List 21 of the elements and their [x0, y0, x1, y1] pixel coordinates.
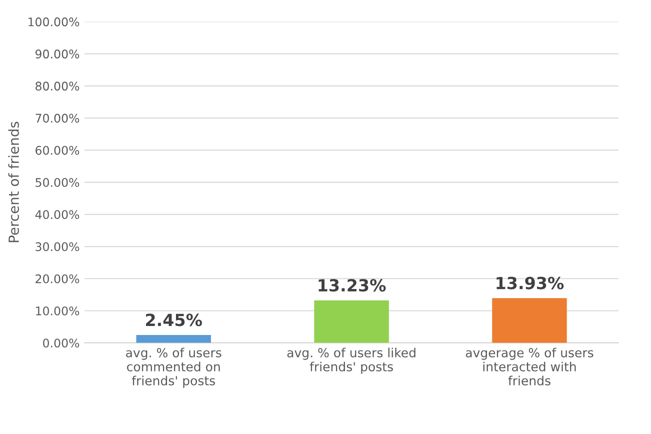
y-tick-label: 10.00%	[36, 306, 80, 316]
y-tick-label: 50.00%	[36, 178, 80, 187]
bar	[314, 300, 389, 343]
y-tick-label: 70.00%	[36, 114, 80, 123]
y-tick-label: 90.00%	[36, 50, 80, 58]
bar	[136, 334, 211, 343]
bar	[492, 298, 567, 343]
y-tick-label: 80.00%	[36, 82, 80, 91]
x-tick-label: avg. % of users liked friends' posts	[287, 348, 416, 374]
y-tick-label: 0.00%	[43, 338, 80, 348]
data-label: 2.45%	[146, 314, 202, 326]
y-tick-label: 20.00%	[36, 274, 80, 284]
y-tick-label: 30.00%	[36, 242, 80, 252]
y-tick-label: 100.00%	[28, 17, 80, 26]
x-tick-label: avgerage % of users interacted with friends	[466, 348, 594, 386]
data-label: 13.23%	[318, 278, 386, 292]
y-axis-title: Percent of friends	[8, 122, 19, 242]
data-label: 13.93%	[496, 276, 564, 290]
x-tick-label: avg. % of users commented on friends' posts	[126, 348, 222, 388]
y-tick-label: 60.00%	[36, 146, 80, 155]
y-tick-label: 40.00%	[35, 210, 80, 220]
